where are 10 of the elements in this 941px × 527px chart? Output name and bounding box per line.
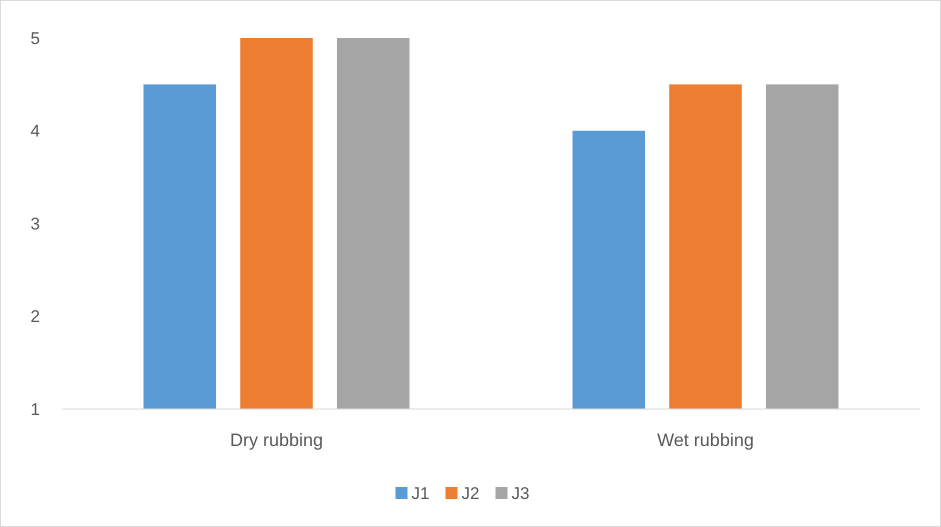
legend-label: J1 xyxy=(412,484,430,503)
y-tick-label: 1 xyxy=(30,400,40,419)
x-tick-label: Wet rubbing xyxy=(657,430,754,450)
legend-label: J3 xyxy=(512,484,530,503)
y-tick-label: 2 xyxy=(30,307,40,326)
y-tick-label: 5 xyxy=(30,28,40,48)
legend-label: J2 xyxy=(462,484,480,503)
y-tick-label: 4 xyxy=(30,122,40,141)
y-tick-label: 3 xyxy=(30,214,40,234)
x-tick-label: Dry rubbing xyxy=(230,430,324,450)
